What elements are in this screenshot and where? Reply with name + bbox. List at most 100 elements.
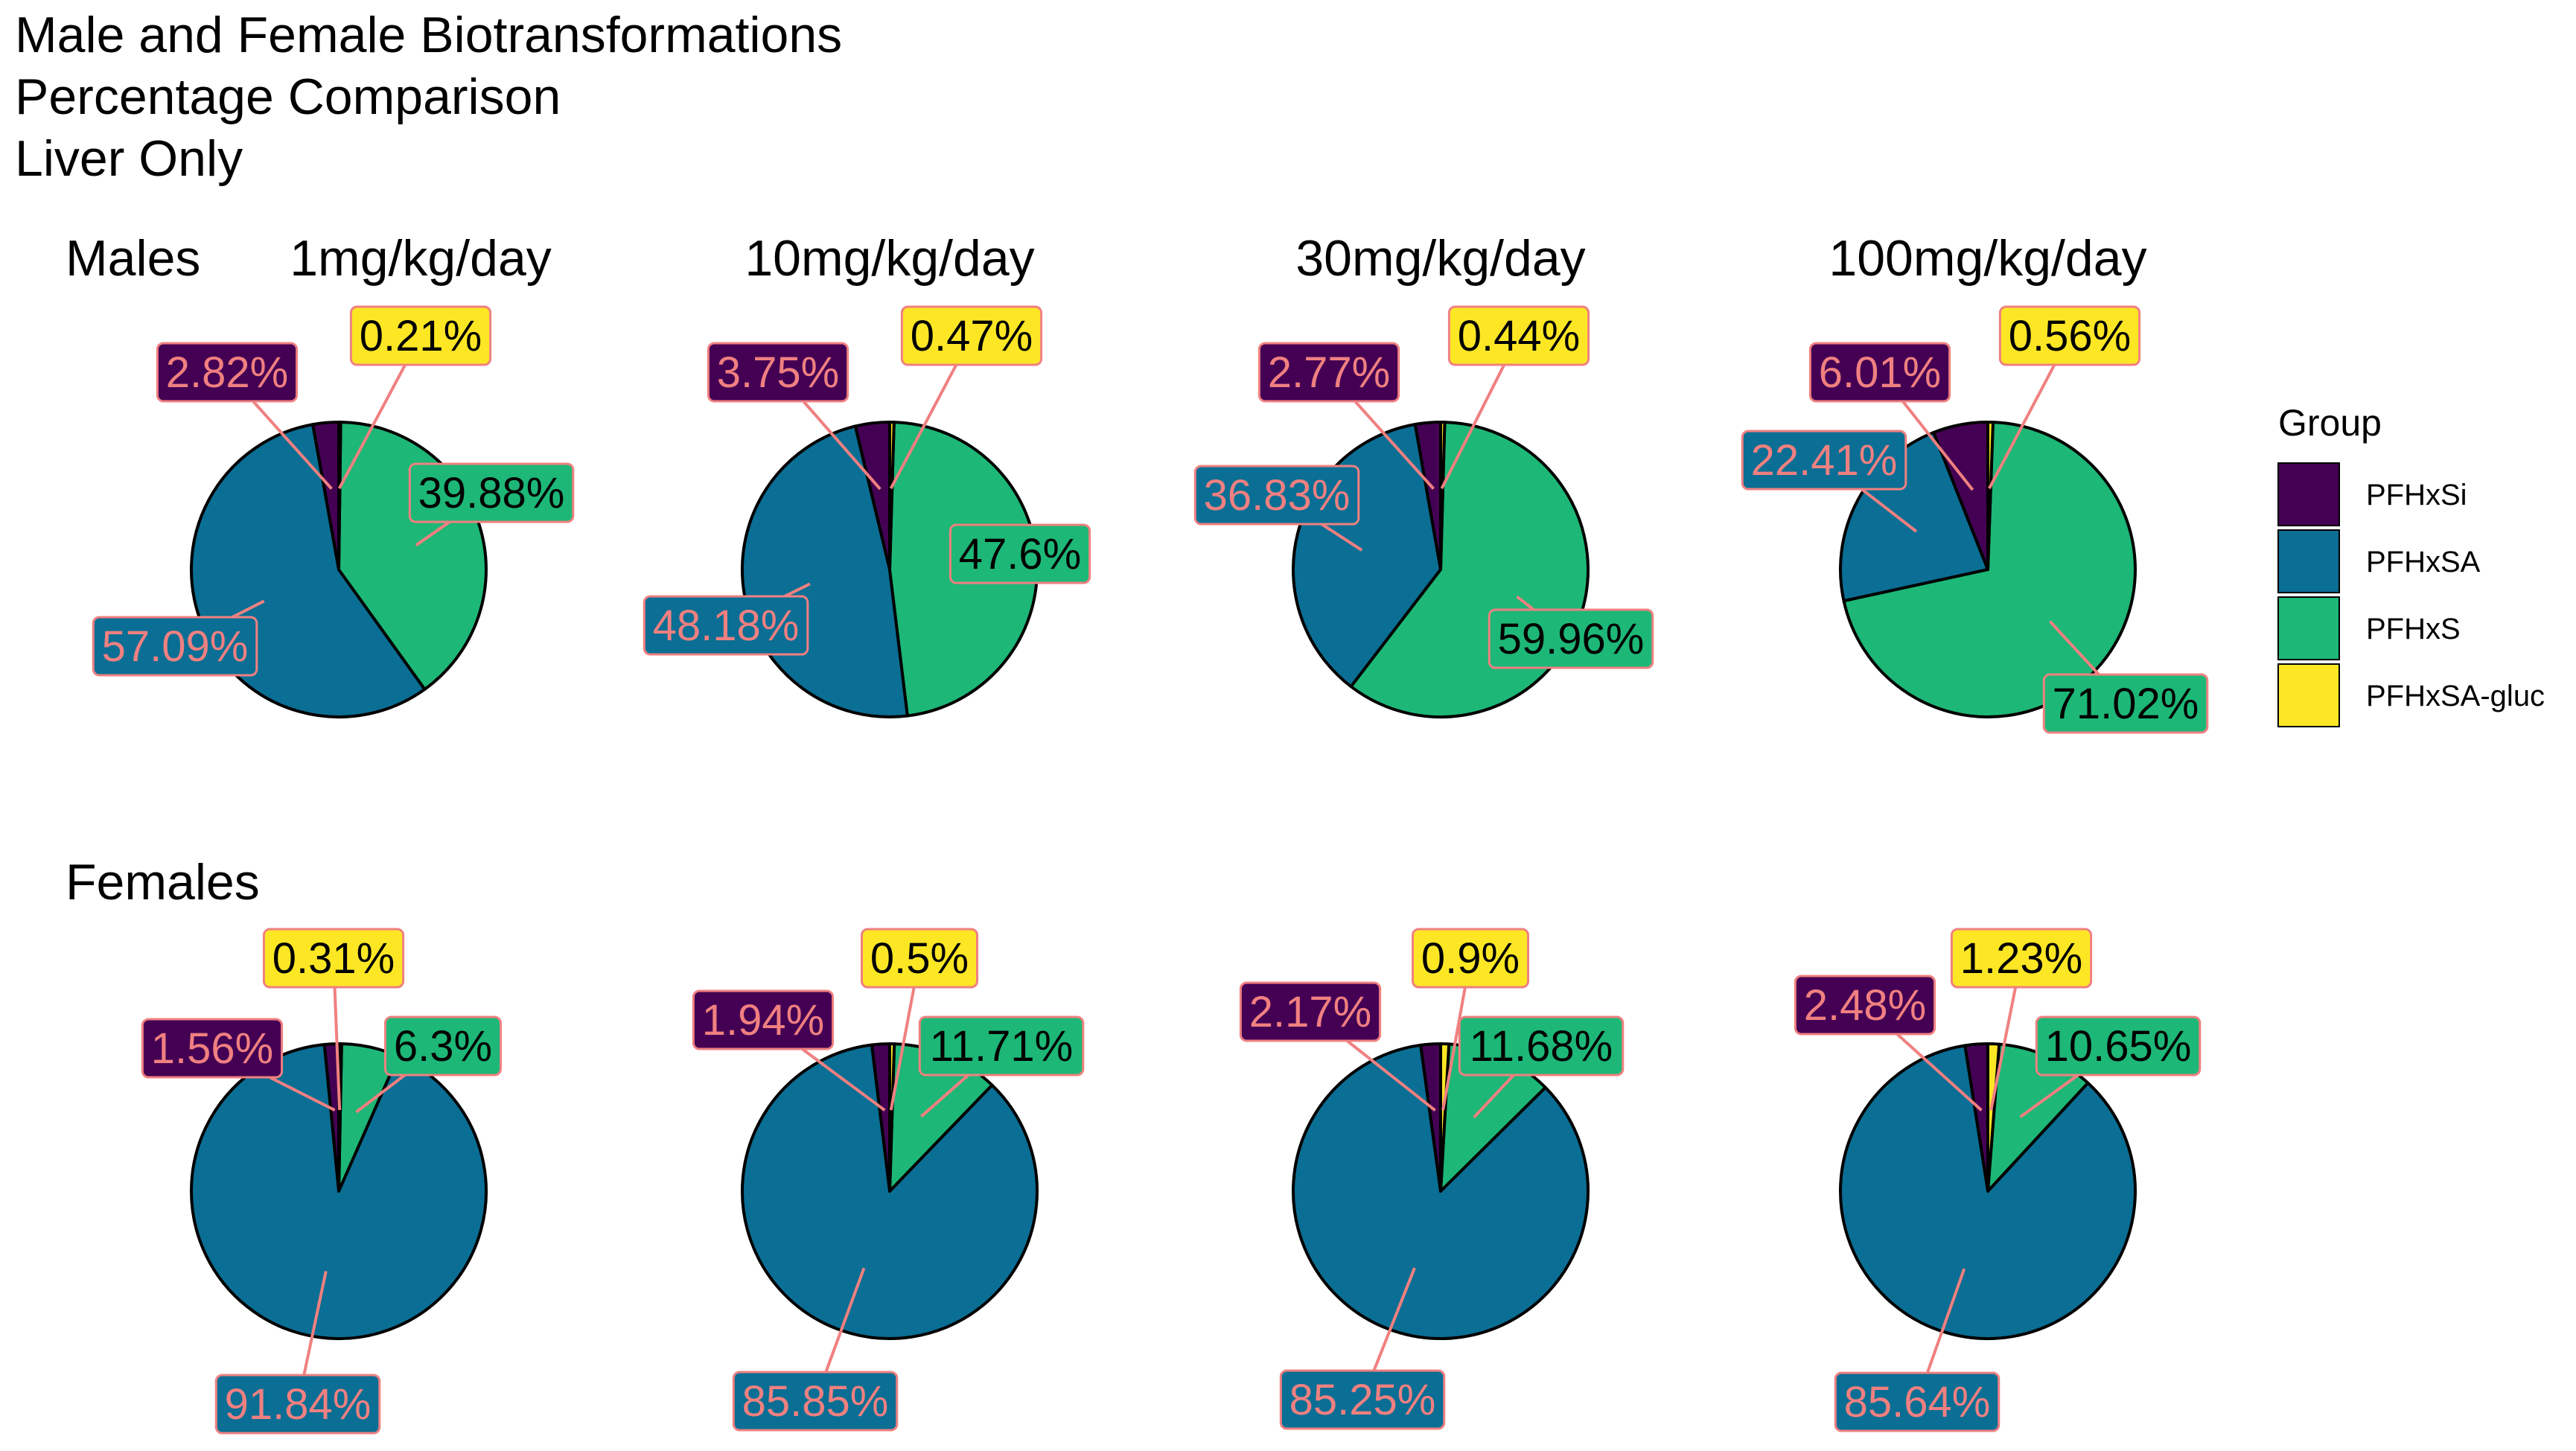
row-label-males: Males <box>66 230 200 287</box>
pie-panel-females-3: 2.17% 85.25% 11.68% 0.9% <box>1239 928 1625 1430</box>
slice-label-pfhxsa-gluc: 0.47% <box>911 312 1033 360</box>
label-box-pfhxs <box>1458 1015 1625 1077</box>
legend-swatch-pfhxsa <box>2277 529 2340 593</box>
slice-label-pfhxs: 71.02% <box>2053 680 2199 728</box>
label-box-pfhxsi <box>156 342 299 403</box>
pie-panel-males-2: 10mg/kg/day 3.75% 48.18% 47.6% 0.47% <box>643 230 1091 719</box>
label-box-pfhxs <box>918 1015 1085 1077</box>
slice-label-pfhxsi: 2.17% <box>1249 988 1371 1036</box>
pie-panel-males-4: 100mg/kg/day 6.01% 22.41% 71.02% 0.56% <box>1741 230 2209 734</box>
slice-label-pfhxsa: 91.84% <box>225 1380 372 1429</box>
label-box-pfhxsi <box>707 342 849 403</box>
title-line-1: Male and Female Biotransformations <box>15 7 842 63</box>
label-box-pfhxsa <box>643 595 809 656</box>
label-box-pfhxsa-gluc <box>861 928 978 989</box>
legend-swatch-pfhxsi <box>2277 462 2340 526</box>
pie-panel-males-3: 30mg/kg/day 2.77% 36.83% 59.96% 0.44% <box>1193 230 1654 719</box>
panel-title: 10mg/kg/day <box>745 230 1034 287</box>
slice-label-pfhxsi: 1.94% <box>702 996 824 1045</box>
title-line-3: Liver Only <box>15 130 243 187</box>
label-box-pfhxs <box>2035 1015 2202 1077</box>
slice-label-pfhxsi: 6.01% <box>1819 348 1941 397</box>
panel-title: 30mg/kg/day <box>1295 230 1585 287</box>
legend-label-pfhxsa-gluc: PFHxSA-gluc <box>2366 680 2545 712</box>
label-box-pfhxsa <box>1741 430 1907 491</box>
slice-pfhxsa-gluc <box>888 1042 896 1193</box>
label-box-pfhxs <box>949 523 1091 584</box>
label-box-pfhxsa <box>1193 465 1360 526</box>
figure-title: Male and Female Biotransformations Perce… <box>15 7 842 187</box>
legend-label-pfhxsi: PFHxSi <box>2366 479 2467 511</box>
label-box-pfhxsa-gluc <box>900 305 1043 366</box>
row-label-females: Females <box>66 854 260 911</box>
slice-label-pfhxsa: 85.85% <box>742 1377 889 1426</box>
slice-label-pfhxsi: 2.48% <box>1804 981 1926 1030</box>
label-box-pfhxsi <box>141 1018 284 1079</box>
legend-label-pfhxs: PFHxS <box>2366 613 2461 645</box>
slice-label-pfhxsa-gluc: 0.21% <box>360 312 482 360</box>
legend-swatch-pfhxs <box>2277 596 2340 660</box>
legend-label-pfhxsa: PFHxSA <box>2366 546 2481 578</box>
label-box-pfhxsa-gluc <box>262 928 405 989</box>
label-box-pfhxs <box>384 1015 502 1077</box>
label-box-pfhxsa <box>1834 1371 2000 1432</box>
label-box-pfhxsi <box>1794 975 1936 1036</box>
label-box-pfhxsa-gluc <box>1950 928 2093 989</box>
pie-panels: 1mg/kg/day 2.82% 57.09% 39.88% 0.21% 10mg/kg/… <box>92 230 2209 1435</box>
pie-panel-females-2: 1.94% 85.85% 11.71% 0.5% <box>692 928 1085 1432</box>
label-box-pfhxsa <box>214 1374 381 1435</box>
slice-label-pfhxsi: 2.77% <box>1268 348 1390 397</box>
slice-label-pfhxs: 11.71% <box>930 1022 1073 1071</box>
slice-label-pfhxs: 39.88% <box>418 469 565 517</box>
label-box-pfhxsa-gluc <box>1412 928 1529 989</box>
slice-label-pfhxsa-gluc: 1.23% <box>1960 934 2082 983</box>
label-box-pfhxsa <box>732 1371 899 1432</box>
slice-pfhxsa-gluc <box>888 421 896 571</box>
legend: Group PFHxSi PFHxSA PFHxS PFHxSA-gluc <box>2277 402 2545 727</box>
slice-label-pfhxsa: 57.09% <box>102 622 249 671</box>
slice-label-pfhxsi: 2.82% <box>166 348 288 397</box>
slice-label-pfhxsa-gluc: 0.5% <box>870 934 969 983</box>
label-box-pfhxsi <box>692 989 835 1050</box>
slice-label-pfhxs: 11.68% <box>1470 1022 1613 1071</box>
label-box-pfhxsa <box>1279 1369 1446 1430</box>
slice-pfhxsa-gluc <box>1439 421 1447 571</box>
label-box-pfhxsi <box>1808 342 1951 403</box>
label-box-pfhxs <box>1488 608 1654 669</box>
pie-panel-males-1: 1mg/kg/day 2.82% 57.09% 39.88% 0.21% <box>92 230 575 718</box>
slice-label-pfhxsa: 48.18% <box>653 602 800 650</box>
label-box-pfhxsa-gluc <box>1998 305 2141 366</box>
slice-label-pfhxs: 47.6% <box>959 530 1081 578</box>
label-box-pfhxsa-gluc <box>1447 305 1590 366</box>
label-box-pfhxsi <box>1257 342 1400 403</box>
slice-label-pfhxsi: 1.56% <box>151 1024 273 1073</box>
slice-label-pfhxs: 10.65% <box>2045 1022 2192 1071</box>
legend-title: Group <box>2278 402 2382 444</box>
legend-swatch-pfhxsa-gluc <box>2277 663 2340 727</box>
pie-panel-females-4: 2.48% 85.64% 10.65% 1.23% <box>1794 928 2202 1432</box>
slice-label-pfhxsa-gluc: 0.44% <box>1458 312 1580 360</box>
slice-pfhxs <box>1842 421 2137 718</box>
slice-label-pfhxsa-gluc: 0.9% <box>1421 934 1520 983</box>
slice-label-pfhxs: 59.96% <box>1498 615 1645 663</box>
panel-title: 1mg/kg/day <box>290 230 552 287</box>
slice-label-pfhxsa: 36.83% <box>1204 471 1351 520</box>
label-box-pfhxs <box>408 462 575 523</box>
slice-label-pfhxsa: 85.64% <box>1844 1378 1991 1426</box>
slice-label-pfhxsa: 22.41% <box>1751 436 1898 485</box>
slice-label-pfhxs: 6.3% <box>394 1022 492 1071</box>
slice-label-pfhxsa-gluc: 0.56% <box>2009 312 2131 360</box>
slice-label-pfhxsi: 3.75% <box>717 348 839 397</box>
slice-pfhxsa-gluc <box>337 421 342 571</box>
label-box-pfhxsi <box>1239 981 1382 1042</box>
pie-panel-females-1: 1.56% 91.84% 6.3% 0.31% <box>141 928 502 1435</box>
label-box-pfhxsa <box>92 616 258 677</box>
panel-title: 100mg/kg/day <box>1829 230 2146 287</box>
label-box-pfhxsa-gluc <box>349 305 492 366</box>
label-box-pfhxs <box>2042 673 2209 734</box>
slice-pfhxsa-gluc <box>1986 420 1995 571</box>
title-line-2: Percentage Comparison <box>15 68 561 125</box>
slice-label-pfhxsa-gluc: 0.31% <box>272 934 395 983</box>
slice-label-pfhxsa: 85.25% <box>1289 1376 1436 1424</box>
